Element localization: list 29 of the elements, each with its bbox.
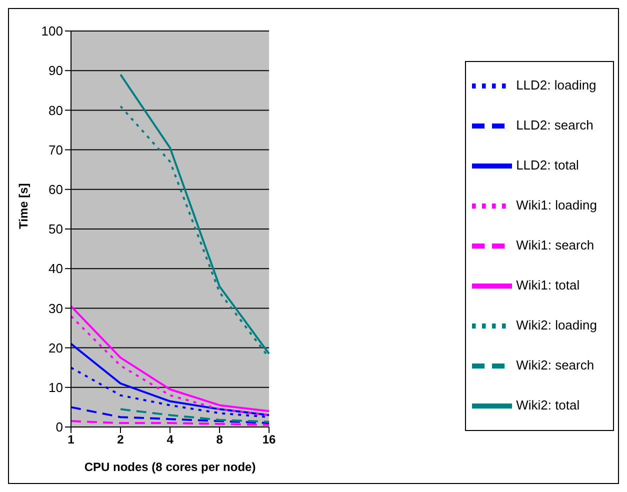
legend-label: LLD2: loading: [516, 77, 596, 92]
y-tick-label: 0: [56, 420, 63, 435]
y-axis-title: Time [s]: [16, 183, 30, 229]
y-tick-label: 30: [48, 300, 63, 316]
legend-label: Wiki2: total: [516, 397, 580, 412]
y-tick-label: 80: [48, 102, 63, 118]
x-axis-title: CPU nodes (8 cores per node): [84, 460, 256, 474]
x-tick-label: 2: [117, 432, 124, 447]
y-tick-label: 40: [48, 261, 63, 276]
legend-label: LLD2: search: [516, 117, 594, 132]
y-tick-label: 90: [48, 63, 63, 78]
legend-label: LLD2: total: [516, 157, 579, 172]
line-series: [70, 406, 270, 424]
y-tick-label: 20: [48, 340, 63, 356]
x-tick-label: 16: [262, 432, 276, 447]
y-tick-label: 10: [48, 380, 63, 396]
y-tick-label: 70: [48, 142, 63, 158]
x-tick-label: 8: [216, 432, 224, 447]
legend-label: Wiki2: search: [516, 357, 594, 372]
y-tick-label: 60: [48, 182, 63, 198]
line-series: [120, 408, 270, 423]
legend-label: Wiki1: total: [516, 277, 580, 292]
x-tick-label: 1: [68, 432, 75, 447]
y-tick-label: 50: [48, 222, 63, 237]
x-tick-label: 4: [166, 432, 174, 447]
legend-label: Wiki1: loading: [516, 197, 597, 212]
legend-label: Wiki1: search: [516, 237, 594, 252]
legend-label: Wiki2: loading: [516, 317, 597, 332]
y-tick-label: 100: [41, 24, 63, 39]
